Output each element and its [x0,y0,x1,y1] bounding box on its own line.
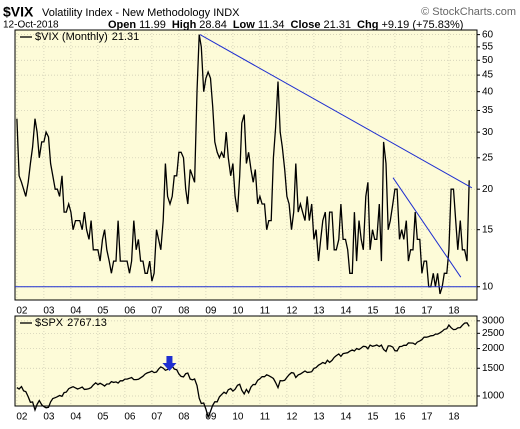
x-tick-label: 18 [448,306,460,317]
quote: Open 11.99 High 28.84 Low 11.34 Close 21.31 Chg +… [108,19,463,31]
x-tick-label: 11 [260,306,271,317]
legend-name: $SPX [35,317,64,329]
x-tick-label: 02 [16,306,28,317]
x-tick-label: 11 [260,412,271,423]
x-tick-label: 17 [421,412,433,423]
x-tick-label: 16 [394,306,406,317]
x-tick-label: 14 [340,306,352,317]
y-tick-label: 2000 [482,343,505,354]
y-tick-label: 3000 [482,315,505,326]
legend-entry: $SPX 2767.13 [35,317,107,329]
x-tick-label: 06 [124,412,136,423]
x-tick-label: 14 [340,412,352,423]
x-tick-label: 13 [313,412,325,423]
legend-value: 2767.13 [67,317,107,329]
quote-label: High [172,19,197,31]
x-tick-label: 06 [124,306,136,317]
x-tick-label: 16 [394,412,406,423]
y-tick-label: 35 [482,105,494,116]
y-tick-label: 40 [482,86,494,97]
symbol: $VIX [3,4,34,20]
y-tick-label: 25 [482,152,494,163]
panel-border [14,315,478,407]
y-tick-label: 20 [482,184,494,195]
quote-value: 28.84 [199,19,227,31]
quote-label: Chg [357,19,378,31]
y-tick-label: 10 [482,281,494,292]
quote-value: 11.34 [258,19,285,31]
series-line [16,34,470,295]
x-tick-label: 05 [97,412,109,423]
quote-value: 21.31 [324,19,352,31]
y-tick-label: 1500 [482,363,505,374]
quote-value: +9.19 (+75.83%) [381,19,463,31]
index-name: Volatility Index - New Methodology INDX [42,7,240,19]
x-tick-label: 03 [43,306,55,317]
x-tick-label: 07 [151,306,163,317]
quote-label: Low [233,19,255,31]
x-tick-label: 04 [70,412,82,423]
x-tick-label: 15 [367,412,379,423]
panel-border [14,29,478,301]
trendline [199,34,473,189]
x-tick-label: 10 [232,412,244,423]
x-tick-label: 08 [178,412,190,423]
y-tick-label: 55 [482,41,494,52]
spx-panel [15,316,477,406]
trendline [392,177,462,278]
arrow [162,356,177,371]
copyright: © StockCharts.com [421,6,516,18]
x-tick-label: 09 [205,412,217,423]
x-tick-label: 10 [232,306,244,317]
date: 12-Oct-2018 [3,20,59,31]
legend-name: $VIX (Monthly) [35,31,108,43]
x-tick-label: 02 [16,412,28,423]
legend-value: 21.31 [112,31,140,43]
series-line [16,322,470,420]
y-tick-label: 15 [482,224,494,235]
x-tick-label: 12 [286,306,298,317]
y-tick-label: 50 [482,55,494,66]
x-tick-label: 08 [178,306,190,317]
y-tick-label: 2500 [482,328,505,339]
x-tick-label: 03 [43,412,55,423]
x-tick-label: 05 [97,306,109,317]
x-tick-label: 04 [70,306,82,317]
x-tick-label: 07 [151,412,163,423]
quote-label: Open [108,19,136,31]
x-tick-label: 09 [205,306,217,317]
quote-label: Close [291,19,321,31]
x-tick-label: 15 [367,306,379,317]
y-tick-label: 45 [482,70,494,81]
y-tick-label: 1000 [482,391,505,402]
legend-entry: $VIX (Monthly) 21.31 [35,31,139,43]
y-tick-label: 30 [482,127,494,138]
y-tick-label: 60 [482,29,494,40]
quote-value: 11.99 [139,19,166,31]
x-tick-label: 13 [313,306,325,317]
x-tick-label: 17 [421,306,433,317]
x-tick-label: 12 [286,412,298,423]
x-tick-label: 18 [448,412,460,423]
